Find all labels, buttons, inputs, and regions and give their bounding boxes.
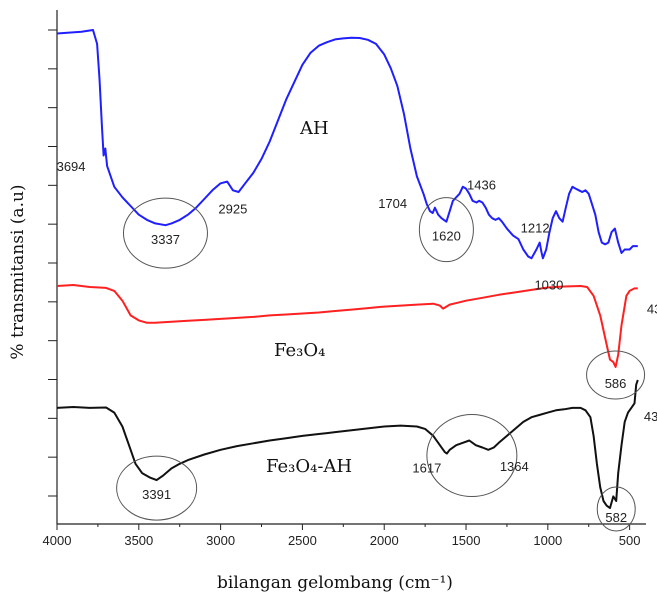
peak-circle [116, 455, 198, 521]
x-tick-label: 3000 [206, 533, 235, 548]
series-line-0 [56, 29, 638, 260]
annotations-group: 3694 3337 2925 1704 1620 1436 1212 1030 438 586 33… [57, 159, 657, 532]
peak-label-1212: 1212 [521, 221, 550, 236]
peak-label-1364: 1364 [500, 459, 529, 474]
x-tick-label: 500 [619, 533, 641, 548]
peak-label-586: 586 [605, 376, 627, 391]
x-tick-label: 1000 [533, 533, 562, 548]
series-label-ah: AH [299, 118, 329, 139]
peak-label-2925: 2925 [218, 201, 247, 216]
peak-label-1436: 1436 [467, 178, 496, 193]
x-tick-label: 4000 [43, 533, 72, 548]
x-axis-title: bilangan gelombang (cm⁻¹) [217, 573, 453, 593]
peak-circle [426, 414, 518, 498]
peak-circle [122, 197, 208, 269]
peak-circle [596, 486, 636, 532]
peak-label-1030: 1030 [534, 277, 563, 292]
peak-label-3337: 3337 [151, 232, 180, 247]
series-group [56, 29, 639, 509]
x-tick-label: 1500 [452, 533, 481, 548]
series-label-fe3o4-ah: Fe₃O₄-AH [266, 456, 352, 477]
x-tick-label: 2500 [288, 533, 317, 548]
series-line-2 [56, 379, 639, 509]
peak-label-3391: 3391 [142, 487, 171, 502]
series-line-1 [56, 284, 638, 368]
peak-label-1620: 1620 [432, 229, 461, 244]
x-tick-label: 3500 [124, 533, 153, 548]
peak-label-3694: 3694 [57, 159, 86, 174]
peak-label-1617: 1617 [412, 461, 441, 476]
peak-label-432: 432 [644, 409, 657, 424]
axes: 4000 3500 3000 2500 2000 1500 1000 500 [43, 10, 646, 548]
peak-label-1704: 1704 [378, 196, 407, 211]
peak-circle [586, 350, 646, 400]
peak-circle [418, 197, 474, 263]
x-tick-label: 2000 [370, 533, 399, 548]
series-label-fe3o4: Fe₃O₄ [274, 340, 325, 361]
peak-label-582: 582 [605, 510, 627, 525]
peak-label-438: 438 [647, 301, 657, 316]
y-axis-title: % transmitansi (a.u) [8, 184, 28, 359]
